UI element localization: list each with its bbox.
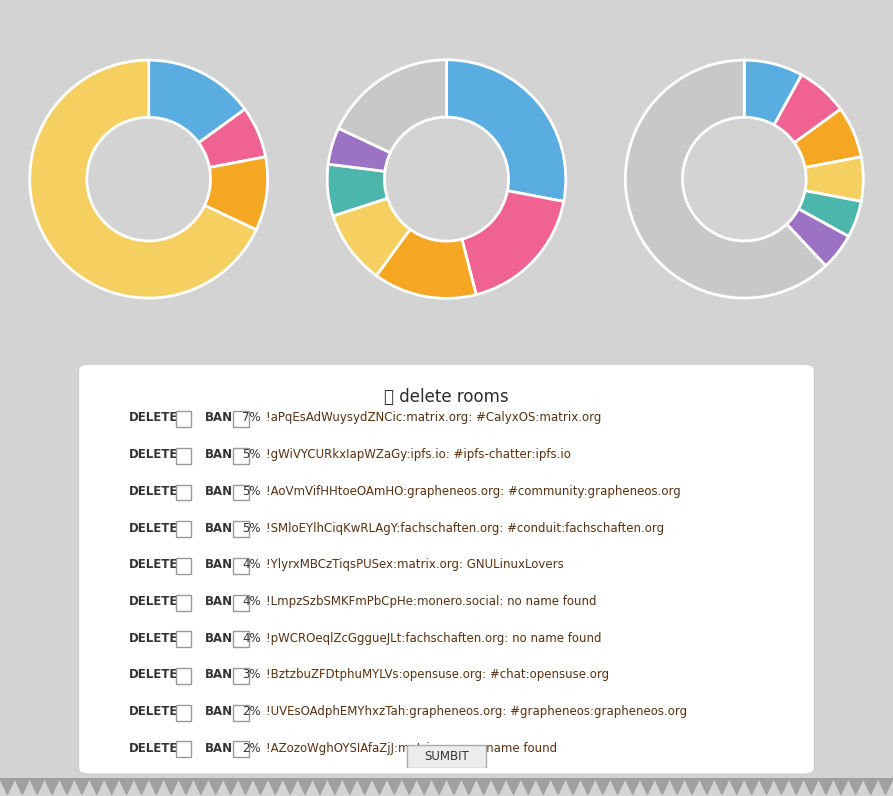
- Wedge shape: [328, 128, 390, 171]
- Wedge shape: [805, 157, 864, 201]
- Text: DELETE: DELETE: [129, 632, 178, 645]
- Text: !SMloEYlhCiqKwRLAgY:fachschaften.org: #conduit:fachschaften.org: !SMloEYlhCiqKwRLAgY:fachschaften.org: #c…: [266, 521, 664, 534]
- FancyBboxPatch shape: [79, 364, 814, 774]
- Text: 2%: 2%: [242, 705, 261, 718]
- FancyBboxPatch shape: [176, 595, 191, 611]
- Wedge shape: [148, 60, 245, 142]
- FancyBboxPatch shape: [233, 742, 248, 758]
- Text: !aPqEsAdWuysydZNCic:matrix.org: #CalyxOS:matrix.org: !aPqEsAdWuysydZNCic:matrix.org: #CalyxOS…: [266, 412, 602, 424]
- Text: 3%: 3%: [242, 669, 261, 681]
- Text: !AoVmVifHHtoeOAmHO:grapheneos.org: #community:grapheneos.org: !AoVmVifHHtoeOAmHO:grapheneos.org: #comm…: [266, 485, 681, 498]
- FancyBboxPatch shape: [176, 558, 191, 574]
- Text: DELETE: DELETE: [129, 521, 178, 534]
- Wedge shape: [327, 164, 388, 216]
- Text: BAN: BAN: [205, 742, 233, 755]
- Text: !pWCROeqlZcGggueJLt:fachschaften.org: no name found: !pWCROeqlZcGggueJLt:fachschaften.org: no…: [266, 632, 602, 645]
- Text: !UVEsOAdphEMYhxzTah:grapheneos.org: #grapheneos:grapheneos.org: !UVEsOAdphEMYhxzTah:grapheneos.org: #gra…: [266, 705, 688, 718]
- Text: BAN: BAN: [205, 448, 233, 461]
- FancyBboxPatch shape: [233, 521, 248, 537]
- Text: DELETE: DELETE: [129, 412, 178, 424]
- Wedge shape: [29, 60, 256, 298]
- Text: !gWiVYCURkxIapWZaGy:ipfs.io: #ipfs-chatter:ipfs.io: !gWiVYCURkxIapWZaGy:ipfs.io: #ipfs-chatt…: [266, 448, 572, 461]
- Text: SUMBIT: SUMBIT: [424, 750, 469, 763]
- Wedge shape: [376, 229, 476, 298]
- FancyBboxPatch shape: [233, 558, 248, 574]
- FancyBboxPatch shape: [233, 485, 248, 501]
- FancyBboxPatch shape: [176, 411, 191, 427]
- Text: 4%: 4%: [242, 595, 261, 608]
- Text: !YlyrxMBCzTiqsPUSex:matrix.org: GNULinuxLovers: !YlyrxMBCzTiqsPUSex:matrix.org: GNULinux…: [266, 558, 564, 572]
- Wedge shape: [774, 75, 840, 142]
- Wedge shape: [462, 191, 563, 295]
- Wedge shape: [446, 60, 566, 201]
- Text: 🔧 delete rooms: 🔧 delete rooms: [384, 388, 509, 406]
- Text: DELETE: DELETE: [129, 669, 178, 681]
- FancyBboxPatch shape: [176, 521, 191, 537]
- FancyBboxPatch shape: [176, 668, 191, 684]
- FancyBboxPatch shape: [233, 595, 248, 611]
- Text: DELETE: DELETE: [129, 558, 178, 572]
- FancyBboxPatch shape: [176, 485, 191, 501]
- Text: DELETE: DELETE: [129, 742, 178, 755]
- Text: DELETE: DELETE: [129, 595, 178, 608]
- FancyBboxPatch shape: [176, 631, 191, 647]
- Text: BAN: BAN: [205, 412, 233, 424]
- Text: !BztzbuZFDtphuMYLVs:opensuse.org: #chat:opensuse.org: !BztzbuZFDtphuMYLVs:opensuse.org: #chat:…: [266, 669, 610, 681]
- FancyBboxPatch shape: [176, 742, 191, 758]
- Text: BAN: BAN: [205, 632, 233, 645]
- FancyBboxPatch shape: [233, 704, 248, 720]
- Wedge shape: [798, 191, 861, 236]
- Text: 5%: 5%: [242, 485, 261, 498]
- Wedge shape: [787, 209, 848, 266]
- Text: BAN: BAN: [205, 521, 233, 534]
- FancyBboxPatch shape: [233, 411, 248, 427]
- Text: 5%: 5%: [242, 448, 261, 461]
- Text: 7%: 7%: [242, 412, 261, 424]
- Wedge shape: [338, 60, 446, 153]
- FancyBboxPatch shape: [407, 745, 486, 767]
- Text: 4%: 4%: [242, 558, 261, 572]
- Wedge shape: [625, 60, 826, 298]
- Wedge shape: [199, 109, 265, 167]
- Wedge shape: [333, 198, 410, 275]
- Wedge shape: [795, 109, 861, 167]
- Text: !AZozoWghOYSIAfaZjJ:matrix.org: no name found: !AZozoWghOYSIAfaZjJ:matrix.org: no name …: [266, 742, 557, 755]
- FancyBboxPatch shape: [233, 448, 248, 464]
- Text: 5%: 5%: [242, 521, 261, 534]
- Text: BAN: BAN: [205, 558, 233, 572]
- Text: BAN: BAN: [205, 705, 233, 718]
- Text: BAN: BAN: [205, 595, 233, 608]
- Wedge shape: [744, 60, 802, 125]
- FancyBboxPatch shape: [176, 704, 191, 720]
- Text: BAN: BAN: [205, 669, 233, 681]
- Text: 2%: 2%: [242, 742, 261, 755]
- FancyBboxPatch shape: [176, 448, 191, 464]
- Text: DELETE: DELETE: [129, 705, 178, 718]
- Text: !LmpzSzbSMKFmPbCpHe:monero.social: no name found: !LmpzSzbSMKFmPbCpHe:monero.social: no na…: [266, 595, 597, 608]
- Text: BAN: BAN: [205, 485, 233, 498]
- FancyBboxPatch shape: [233, 631, 248, 647]
- Wedge shape: [204, 157, 268, 230]
- Text: DELETE: DELETE: [129, 448, 178, 461]
- Text: DELETE: DELETE: [129, 485, 178, 498]
- Text: 4%: 4%: [242, 632, 261, 645]
- FancyBboxPatch shape: [233, 668, 248, 684]
